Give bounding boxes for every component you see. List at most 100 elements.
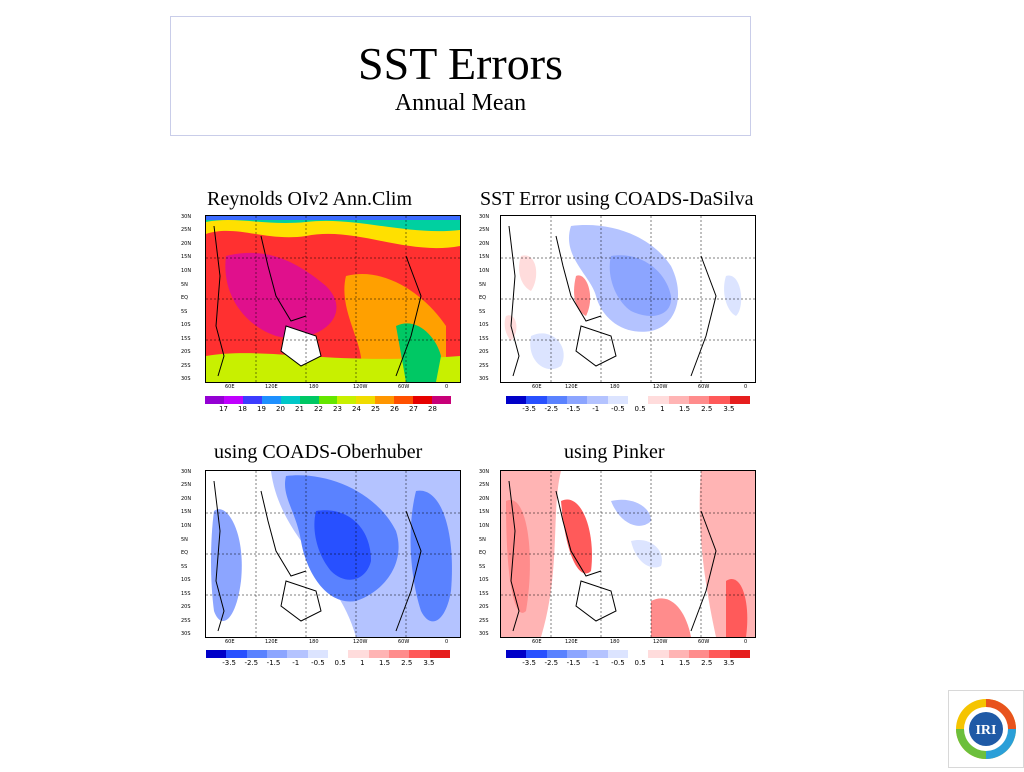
colorbar-segment — [566, 650, 588, 658]
colorbar-label: -3.5 — [222, 659, 236, 667]
lon-tick: 0 — [445, 384, 449, 390]
lat-axis-dasilva: 30N 25N 20N 15N 10N 5N EQ 5S 10S 15S 20S… — [479, 214, 499, 384]
title-box: SST Errors Annual Mean — [170, 16, 751, 136]
colorbar-segment — [729, 650, 750, 658]
lat-tick: 25S — [479, 363, 489, 369]
lat-tick: 15S — [181, 336, 191, 342]
colorbar-sst — [205, 396, 451, 404]
lon-axis-oberhuber: 60E 120E 180 120W 60W 0 — [205, 639, 461, 647]
colorbar-segment — [627, 650, 649, 658]
colorbar-label: -1.5 — [566, 405, 581, 413]
colorbar-segment — [587, 396, 608, 404]
colorbar-label: 1.5 — [678, 659, 691, 667]
lon-tick: 60E — [532, 384, 542, 390]
colorbar-segment — [337, 396, 357, 404]
lat-tick: 30S — [181, 376, 191, 382]
colorbar-segment — [348, 650, 369, 658]
lat-tick: EQ — [479, 550, 487, 556]
panel-title-reynolds: Reynolds OIv2 Ann.Clim — [207, 188, 413, 210]
lon-tick: 60E — [532, 639, 542, 645]
lon-tick: 120W — [653, 639, 668, 645]
colorbar-segment — [607, 396, 628, 404]
colorbar-segment — [709, 396, 730, 404]
colorbar-segment — [409, 650, 430, 658]
colorbar-segment — [246, 650, 267, 658]
colorbar-label: -2.5 — [544, 405, 559, 413]
colorbar-label: -0.5 — [611, 659, 625, 667]
colorbar-label: 2.5 — [401, 659, 413, 667]
iri-logo-text: IRI — [975, 723, 996, 738]
colorbar-segment — [205, 396, 224, 404]
colorbar-segment — [668, 650, 689, 658]
colorbar-label: 20 — [276, 405, 285, 413]
colorbar-label: -0.5 — [311, 659, 325, 667]
lon-tick: 120E — [265, 384, 278, 390]
colorbar-segment — [226, 650, 247, 658]
colorbar-label: 1 — [660, 659, 665, 667]
colorbar-label: 3.5 — [723, 405, 735, 413]
lat-tick: 25N — [181, 227, 192, 233]
lat-tick: 20N — [181, 241, 192, 247]
colorbar-label: 3.5 — [723, 659, 735, 667]
colorbar-segment — [587, 650, 608, 658]
colorbar-segment — [375, 396, 395, 404]
colorbar-segment — [648, 396, 669, 404]
lat-tick: 15N — [479, 509, 490, 515]
lat-tick: 5N — [181, 282, 188, 288]
panel-title-pinker: using Pinker — [564, 441, 665, 463]
lat-tick: 30N — [181, 469, 192, 475]
panel-title-dasilva: SST Error using COADS-DaSilva — [480, 188, 754, 210]
lat-tick: 10S — [181, 322, 191, 328]
colorbar-label: 0.5 — [634, 405, 646, 413]
colorbar-label: -1 — [292, 659, 300, 667]
lat-tick: 10S — [479, 322, 489, 328]
lat-tick: 5N — [181, 537, 188, 543]
colorbar-label: -2.5 — [244, 659, 259, 667]
iri-logo: IRI — [948, 690, 1024, 768]
colorbar-label: -1.5 — [566, 659, 581, 667]
colorbar-label: 25 — [371, 405, 380, 413]
lat-tick: 20S — [181, 349, 191, 355]
lat-tick: 30N — [181, 214, 192, 220]
colorbar-segment — [429, 650, 450, 658]
colorbar-label: 23 — [333, 405, 342, 413]
lon-tick: 120W — [353, 639, 368, 645]
lon-tick: 120E — [265, 639, 278, 645]
colorbar-segment — [242, 396, 262, 404]
lon-tick: 120E — [565, 639, 578, 645]
colorbar-label: 17 — [219, 405, 228, 413]
colorbar-label: 27 — [409, 405, 418, 413]
colorbar-label: 28 — [428, 405, 437, 413]
colorbar-label: -3.5 — [522, 405, 536, 413]
lat-tick: 25S — [181, 618, 191, 624]
colorbar-label: 2.5 — [701, 659, 713, 667]
lat-tick: 15S — [181, 591, 191, 597]
colorbar-label: 19 — [257, 405, 266, 413]
lat-tick: 10S — [181, 577, 191, 583]
colorbar-label: 21 — [295, 405, 304, 413]
colorbar-segment — [506, 650, 527, 658]
lat-tick: 20S — [479, 604, 489, 610]
lon-tick: 0 — [744, 384, 748, 390]
colorbar-label: -2.5 — [544, 659, 559, 667]
colorbar-label: 2.5 — [701, 405, 713, 413]
colorbar-label: -0.5 — [611, 405, 625, 413]
lat-tick: 15N — [181, 509, 192, 515]
colorbar-segment — [287, 650, 308, 658]
colorbar-error-oberhuber — [206, 650, 450, 658]
colorbar-segment — [506, 396, 527, 404]
lon-tick: 60E — [225, 384, 235, 390]
colorbar-label: 1.5 — [378, 659, 391, 667]
colorbar-label: 26 — [390, 405, 399, 413]
lat-tick: 25N — [479, 227, 490, 233]
lat-tick: 15S — [479, 336, 489, 342]
colorbar-segment — [327, 650, 349, 658]
lat-tick: 20N — [479, 496, 490, 502]
panel-title-oberhuber: using COADS-Oberhuber — [214, 441, 423, 463]
lat-tick: 5N — [479, 282, 486, 288]
lon-tick: 60W — [398, 384, 410, 390]
lat-tick: 25S — [181, 363, 191, 369]
lat-axis-oberhuber: 30N 25N 20N 15N 10N 5N EQ 5S 10S 15S 20S… — [181, 469, 203, 639]
lat-tick: 15N — [181, 254, 192, 260]
lon-tick: 180 — [309, 639, 319, 645]
